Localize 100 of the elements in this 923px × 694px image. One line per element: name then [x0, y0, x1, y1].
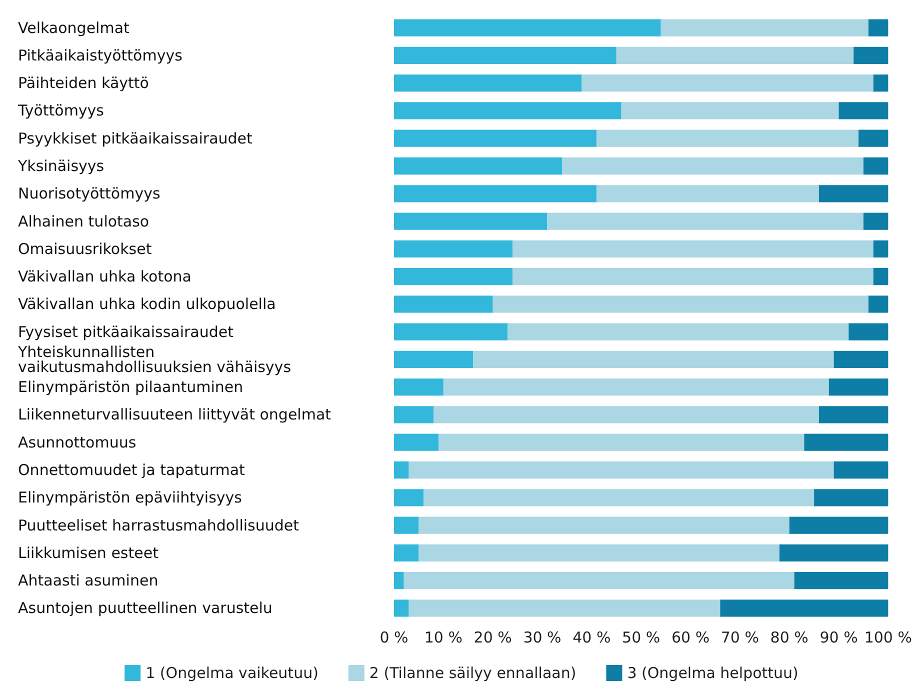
bar [394, 102, 622, 120]
bar [394, 240, 513, 258]
bar [582, 74, 874, 92]
bar [394, 572, 404, 590]
y-tick-label: Väkivallan uhka kodin ulkopuolella [18, 295, 276, 314]
y-tick-label: Elinympäristön epäviihtyisyys [18, 488, 242, 507]
bar [424, 489, 814, 506]
bar [858, 130, 888, 147]
x-tick-label: 90 % [820, 628, 858, 646]
bar [394, 19, 661, 36]
bar [404, 572, 794, 590]
y-tick-label: Pitkäaikaistyöttömyys [18, 46, 183, 64]
bar [394, 544, 419, 562]
bar [779, 544, 888, 562]
bar [848, 323, 888, 340]
bar [408, 600, 720, 617]
bar [873, 268, 888, 286]
bar [547, 212, 864, 230]
legend-label: 2 (Tilanne säilyy ennallaan) [369, 664, 576, 682]
bar [596, 130, 859, 147]
bar [834, 461, 888, 479]
x-tick-label: 10 % [424, 628, 462, 646]
y-tick-label: Fyysiset pitkäaikaissairaudet [18, 322, 234, 341]
bar [863, 157, 888, 175]
y-tick-label: Liikenneturvallisuuteen liittyvät ongelmat [18, 406, 332, 424]
bar [418, 544, 780, 562]
y-tick-label: Yhteiskunnallisten vaikutusmahdollisuuksien vähäisyys [17, 342, 292, 376]
bar [818, 185, 888, 202]
bar [838, 102, 888, 120]
x-tick-label: 80 % [770, 628, 808, 646]
y-tick-label: Omaisuusrikokset [18, 240, 152, 258]
bar [394, 350, 474, 368]
x-tick-label: 20 % [474, 628, 512, 646]
y-tick-label: Väkivallan uhka kotona [18, 268, 192, 286]
y-tick-label: Liikkumisen esteet [18, 544, 159, 562]
x-tick-label: 70 % [720, 628, 759, 646]
y-tick-label: Alhainen tulotaso [18, 212, 150, 230]
x-tick-label: 60 % [671, 628, 710, 646]
bar [616, 46, 854, 64]
bar [868, 19, 888, 36]
bar [512, 240, 874, 258]
bar [394, 74, 582, 92]
bar [394, 461, 409, 479]
bar [443, 378, 829, 396]
bar [854, 46, 888, 64]
bar [596, 185, 819, 202]
legend-label: 1 (Ongelma vaikeutuu) [146, 664, 318, 682]
y-tick-label: Päihteiden käyttö [18, 74, 149, 92]
bar [492, 296, 868, 313]
bar [394, 489, 424, 506]
bar [394, 323, 508, 340]
bar [394, 268, 513, 286]
bar [868, 296, 888, 313]
bar [720, 600, 888, 617]
bar [473, 350, 834, 368]
bar [394, 434, 438, 451]
x-tick-label: 30 % [523, 628, 562, 646]
bar [508, 323, 849, 340]
y-tick-label: Puutteeliset harrastusmahdollisuudet [18, 516, 300, 534]
y-tick-label: Elinympäristön pilaantuminen [18, 378, 244, 396]
bar [394, 296, 493, 313]
bar [562, 157, 864, 175]
y-tick-label: Onnettomuudet ja tapaturmat [18, 461, 246, 479]
bar [438, 434, 804, 451]
bar [621, 102, 839, 120]
bar [418, 516, 790, 534]
x-tick-label: 50 % [622, 628, 660, 646]
x-tick-label: 0 % [380, 628, 408, 646]
bar [873, 240, 888, 258]
bar [863, 212, 888, 230]
bar [394, 46, 616, 64]
bar [408, 461, 834, 479]
bar [394, 212, 548, 230]
bar [814, 489, 888, 506]
y-tick-label: Ahtaasti asuminen [18, 572, 158, 590]
x-tick-label: 100 % [864, 628, 912, 646]
bar [660, 19, 868, 36]
bar [394, 600, 409, 617]
bar [873, 74, 888, 92]
y-tick-label: Velkaongelmat [18, 18, 130, 37]
y-tick-label: Asunnottomuus [18, 433, 136, 452]
bar [434, 406, 819, 424]
bar [512, 268, 874, 286]
bar [394, 130, 597, 147]
bar [394, 516, 419, 534]
bar [394, 185, 597, 202]
bar [794, 572, 888, 590]
bar [828, 378, 888, 396]
y-tick-label: Psyykkiset pitkäaikaissairaudet [18, 129, 253, 148]
bar [818, 406, 888, 424]
legend-label: 3 (Ongelma helpottuu) [627, 664, 798, 682]
y-tick-label: Nuorisotyöttömyys [18, 184, 160, 203]
bar [834, 350, 888, 368]
bar [804, 434, 888, 451]
y-tick-label: Yksinäisyys [17, 157, 104, 175]
bar [394, 157, 562, 175]
bar [394, 406, 434, 424]
x-tick-label: 40 % [572, 628, 611, 646]
bar [394, 378, 444, 396]
bar [789, 516, 888, 534]
